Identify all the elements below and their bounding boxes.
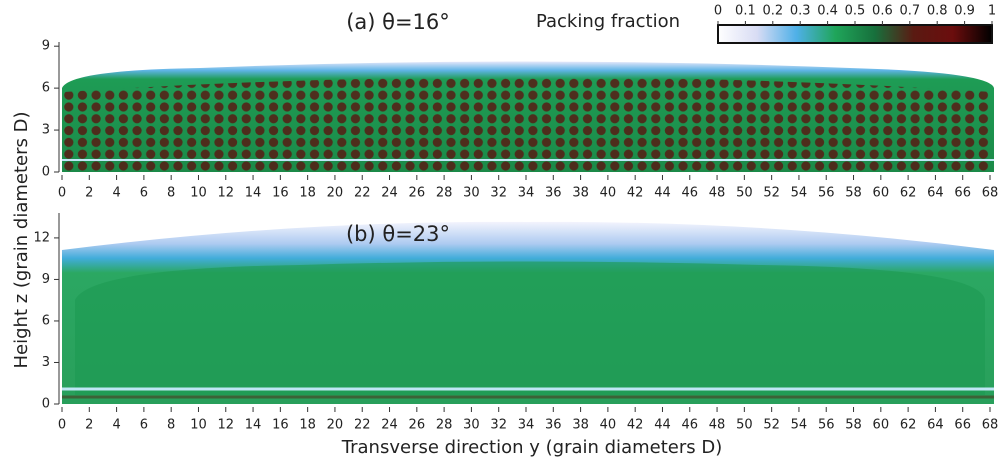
x-tick-label: 66	[954, 186, 971, 201]
x-tick-label: 36	[545, 418, 562, 433]
x-tick-label: 26	[409, 186, 426, 201]
x-tick-label: 52	[763, 186, 780, 201]
colorbar-tick-label: 0.4	[817, 4, 838, 19]
y-tick-label: 3	[42, 355, 50, 370]
x-tick-label: 54	[791, 186, 808, 201]
y-tick-label: 9	[42, 272, 50, 287]
x-tick-label: 24	[381, 418, 398, 433]
x-tick-label: 58	[845, 186, 862, 201]
x-tick-label: 10	[190, 186, 207, 201]
x-tick-label: 44	[654, 418, 671, 433]
panel-title: (b) θ=23°	[346, 222, 450, 246]
x-tick-label: 40	[600, 418, 617, 433]
colorbar-tick-label: 1	[988, 4, 996, 19]
x-tick-label: 56	[818, 186, 835, 201]
x-tick-label: 56	[818, 418, 835, 433]
x-tick-label: 22	[354, 418, 371, 433]
x-tick-label: 54	[791, 418, 808, 433]
x-tick-label: 68	[982, 186, 999, 201]
x-tick-label: 12	[217, 418, 234, 433]
x-tick-label: 48	[709, 418, 726, 433]
x-tick-label: 28	[436, 186, 453, 201]
x-tick-label: 4	[112, 418, 120, 433]
colorbar-tick-label: 0.1	[735, 4, 756, 19]
colorbar-tick-label: 0.2	[762, 4, 783, 19]
x-tick-label: 42	[627, 418, 644, 433]
x-tick-label: 48	[709, 186, 726, 201]
x-tick-label: 0	[58, 418, 66, 433]
x-tick-label: 38	[572, 186, 589, 201]
x-axis-label: Transverse direction y (grain diameters …	[341, 437, 722, 458]
x-tick-label: 50	[736, 186, 753, 201]
x-tick-label: 8	[167, 418, 175, 433]
y-tick-label: 0	[42, 397, 50, 412]
x-tick-label: 16	[272, 186, 289, 201]
x-tick-label: 28	[436, 418, 453, 433]
x-tick-label: 30	[463, 186, 480, 201]
colorbar	[717, 24, 993, 44]
x-tick-label: 40	[600, 186, 617, 201]
x-tick-label: 12	[217, 186, 234, 201]
x-tick-label: 62	[900, 186, 917, 201]
x-tick-label: 46	[681, 186, 698, 201]
x-tick-label: 34	[518, 418, 535, 433]
x-tick-label: 64	[927, 186, 944, 201]
x-tick-label: 16	[272, 418, 289, 433]
x-tick-label: 24	[381, 186, 398, 201]
x-tick-label: 14	[245, 186, 262, 201]
x-tick-label: 60	[873, 186, 890, 201]
heatmap-b	[62, 221, 994, 404]
x-tick-label: 6	[140, 186, 148, 201]
panel-title: (a) θ=16°	[346, 10, 450, 34]
x-tick-label: 66	[954, 418, 971, 433]
x-tick-label: 36	[545, 186, 562, 201]
x-tick-label: 44	[654, 186, 671, 201]
colorbar-tick-label: 0.5	[845, 4, 866, 19]
x-tick-label: 10	[190, 418, 207, 433]
x-tick-label: 38	[572, 418, 589, 433]
y-tick-label: 3	[42, 123, 50, 138]
y-tick-label: 6	[42, 81, 50, 96]
x-tick-label: 50	[736, 418, 753, 433]
x-tick-label: 68	[982, 418, 999, 433]
x-tick-label: 14	[245, 418, 262, 433]
colorbar-tick-label: 0.7	[899, 4, 920, 19]
x-tick-label: 42	[627, 186, 644, 201]
colorbar-tick-label: 0.3	[790, 4, 811, 19]
x-tick-label: 4	[112, 186, 120, 201]
y-axis-label: Height z (grain diameters D)	[11, 112, 32, 369]
x-tick-label: 58	[845, 418, 862, 433]
colorbar-label: Packing fraction	[536, 11, 680, 32]
x-tick-label: 64	[927, 418, 944, 433]
x-tick-label: 34	[518, 186, 535, 201]
colorbar-tick-label: 0	[714, 4, 722, 19]
x-tick-label: 52	[763, 418, 780, 433]
y-tick-label: 9	[42, 39, 50, 54]
x-tick-label: 20	[327, 418, 344, 433]
x-tick-label: 30	[463, 418, 480, 433]
x-tick-label: 6	[140, 418, 148, 433]
y-tick-label: 12	[33, 230, 50, 245]
x-tick-label: 26	[409, 418, 426, 433]
colorbar-tick-label: 0.9	[954, 4, 975, 19]
x-tick-label: 60	[873, 418, 890, 433]
x-tick-label: 20	[327, 186, 344, 201]
x-tick-label: 2	[85, 186, 93, 201]
heatmap-a	[62, 61, 994, 172]
x-tick-label: 46	[681, 418, 698, 433]
x-tick-label: 8	[167, 186, 175, 201]
x-tick-label: 62	[900, 418, 917, 433]
x-tick-label: 18	[299, 186, 316, 201]
x-tick-label: 32	[490, 418, 507, 433]
x-tick-label: 22	[354, 186, 371, 201]
colorbar-tick-label: 0.8	[927, 4, 948, 19]
colorbar-tick-label: 0.6	[872, 4, 893, 19]
x-tick-label: 18	[299, 418, 316, 433]
x-tick-label: 0	[58, 186, 66, 201]
y-tick-label: 6	[42, 313, 50, 328]
x-tick-label: 32	[490, 186, 507, 201]
x-tick-label: 2	[85, 418, 93, 433]
y-tick-label: 0	[42, 165, 50, 180]
